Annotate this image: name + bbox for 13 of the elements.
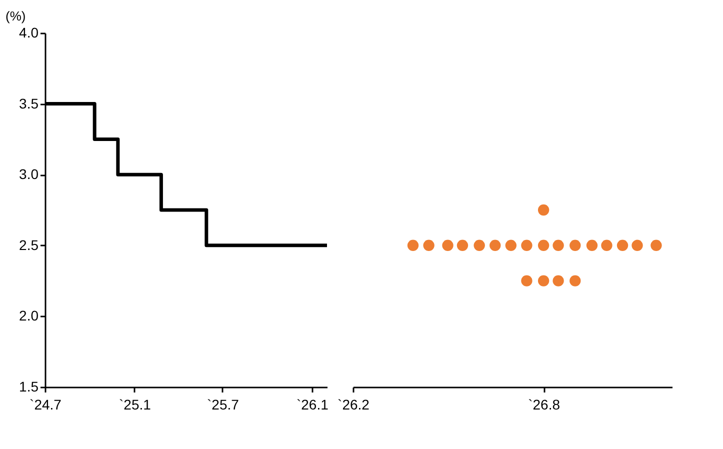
x-tick-label: `26.2 [338,396,370,412]
y-tick-label: 2.5 [19,236,39,253]
y-tick-label: 2.0 [19,308,39,324]
x-tick-label: `24.7 [30,396,62,412]
y-tick-label: 3.0 [19,166,39,182]
y-tick-label: 4.0 [19,24,39,40]
x-tick-label: `25.7 [207,396,240,412]
x-tick-label: `26.8 [528,396,560,412]
x-tick-label: `26.1 [296,396,329,412]
y-tick-label: 3.5 [19,95,39,112]
y-tick-label: 1.5 [19,378,39,394]
y-axis-title: (%) [6,8,26,24]
x-tick-label: `25.1 [119,396,152,412]
